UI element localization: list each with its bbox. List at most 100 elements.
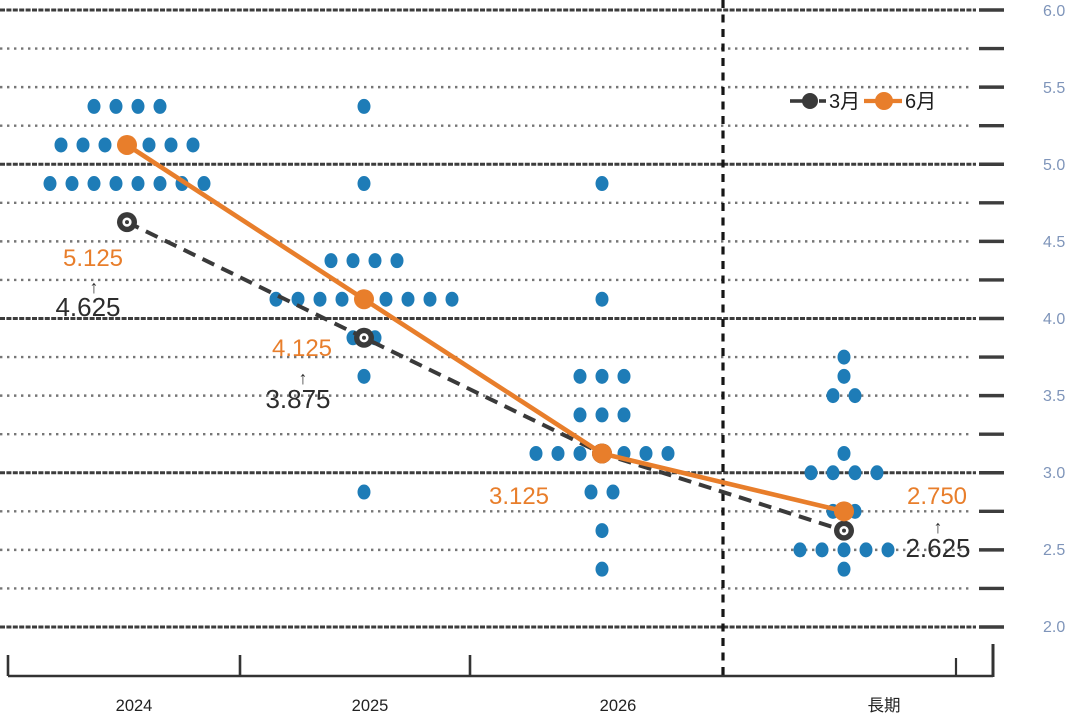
annotation-2025-june: 4.125 (272, 335, 332, 362)
legend-march-label: 3月 (829, 91, 860, 113)
x-label-longrun: 長期 (868, 696, 901, 715)
member-projection-dot (837, 445, 851, 461)
y-label-4.0: 4.0 (1043, 311, 1065, 328)
member-projection-dot (837, 561, 851, 577)
y-label-3.0: 3.0 (1043, 465, 1065, 482)
member-projection-dot (54, 137, 68, 153)
member-projection-dot (804, 465, 818, 481)
member-projection-dot (837, 542, 851, 558)
june-median-marker (834, 501, 854, 522)
member-projection-dot (595, 291, 609, 307)
member-projection-dot (584, 484, 598, 500)
up-arrow-icon: ↑ (90, 277, 99, 297)
member-projection-dot (131, 176, 145, 192)
member-projection-dot (848, 465, 862, 481)
member-projection-dot (859, 542, 873, 558)
member-projection-dot (870, 465, 884, 481)
member-projection-dot (153, 98, 167, 114)
member-projection-dot (639, 445, 653, 461)
member-projection-dot (186, 137, 200, 153)
member-projection-dot (445, 291, 459, 307)
member-projection-dot (826, 465, 840, 481)
legend-item-march: 3月 (790, 91, 860, 113)
member-projection-dot (617, 368, 631, 384)
up-arrow-icon: ↑ (934, 517, 943, 537)
member-projection-dot (595, 368, 609, 384)
x-label-2026: 2026 (600, 697, 637, 715)
member-projection-dot (848, 388, 862, 404)
legend: 3月 6月 (790, 91, 936, 113)
member-projection-dot (595, 561, 609, 577)
member-projection-dot (379, 291, 393, 307)
member-projection-dot (87, 176, 101, 192)
member-projection-dot (324, 253, 338, 269)
march-median-marker-core (362, 335, 366, 340)
annotation-2024-march: 4.625 (55, 292, 120, 322)
median-annotations: 5.125 ↑ 4.625 4.125 ↑ 3.875 3.125 2.750 … (55, 245, 970, 563)
member-projection-dot (291, 291, 305, 307)
annotation-longrun-june: 2.750 (907, 483, 967, 510)
member-projection-dot (551, 445, 565, 461)
annotation-2024-june: 5.125 (63, 245, 123, 272)
member-projection-dot (357, 176, 371, 192)
member-projection-dot (573, 407, 587, 423)
member-projection-dot (131, 98, 145, 114)
member-projection-dot (617, 407, 631, 423)
member-projection-dot (826, 388, 840, 404)
june-median-marker (117, 134, 137, 155)
member-projection-dot (76, 137, 90, 153)
march-median-marker-core (842, 528, 846, 533)
member-projection-dot (313, 291, 327, 307)
member-projection-dot (142, 137, 156, 153)
legend-june-label: 6月 (905, 91, 936, 113)
member-projection-dot (109, 98, 123, 114)
y-label-2.0: 2.0 (1043, 619, 1065, 636)
member-projection-dot (401, 291, 415, 307)
y-label-3.5: 3.5 (1043, 388, 1065, 405)
june-median-line (125, 143, 845, 514)
june-median-marker (354, 289, 374, 310)
annotation-longrun-march: 2.625 (905, 533, 970, 563)
member-projection-dot (87, 98, 101, 114)
member-projection-dot (837, 368, 851, 384)
march-legend-marker-icon (802, 93, 818, 109)
y-label-2.5: 2.5 (1043, 542, 1065, 559)
annotation-2026-june: 3.125 (489, 483, 549, 510)
june-legend-marker-icon (875, 92, 893, 110)
member-projection-dot (335, 291, 349, 307)
member-projection-dot (595, 523, 609, 539)
member-projection-dot (368, 253, 382, 269)
member-projection-dot (153, 176, 167, 192)
member-projection-dot (197, 176, 211, 192)
member-projection-dot (529, 445, 543, 461)
y-label-5.0: 5.0 (1043, 157, 1065, 174)
legend-item-june: 6月 (864, 91, 936, 113)
member-projection-dot (357, 484, 371, 500)
member-projection-dot (815, 542, 829, 558)
member-projection-dot (43, 176, 57, 192)
member-projection-dot (98, 137, 112, 153)
y-label-4.5: 4.5 (1043, 234, 1065, 251)
annotation-2025-march: 3.875 (265, 384, 330, 414)
member-projection-dot (595, 407, 609, 423)
member-projection-dot (661, 445, 675, 461)
member-projection-dot (164, 137, 178, 153)
member-projection-dot (606, 484, 620, 500)
member-projection-dot (109, 176, 123, 192)
y-label-6.0: 6.0 (1043, 3, 1065, 20)
member-projection-dot (390, 253, 404, 269)
member-projection-dot (881, 542, 895, 558)
june-series (117, 134, 854, 522)
march-median-line (126, 220, 845, 533)
x-label-2024: 2024 (116, 697, 153, 715)
march-median-marker-core (125, 220, 129, 225)
member-projection-dot (573, 445, 587, 461)
member-projection-dot (793, 542, 807, 558)
member-projection-dot (346, 253, 360, 269)
up-arrow-icon: ↑ (299, 368, 308, 388)
member-projection-dot (595, 176, 609, 192)
member-projection-dot (65, 176, 79, 192)
member-projection-dot (423, 291, 437, 307)
y-label-5.5: 5.5 (1043, 80, 1065, 97)
